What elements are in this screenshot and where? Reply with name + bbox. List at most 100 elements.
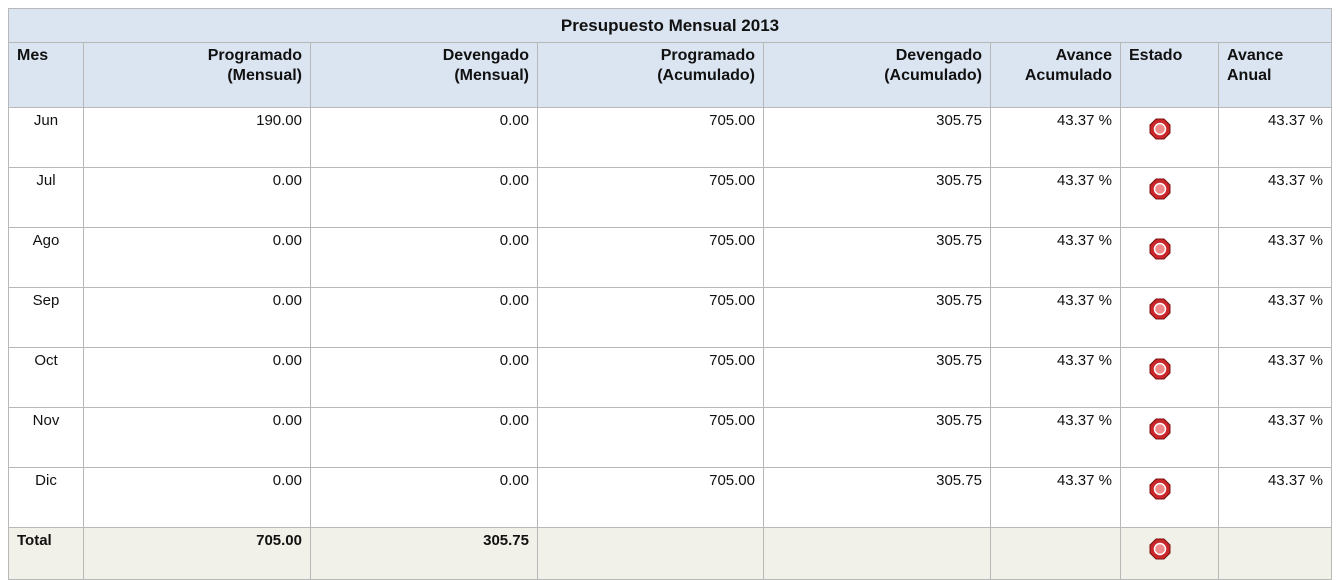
- total-cell: Total: [8, 527, 84, 580]
- page: Presupuesto Mensual 2013 Mes Programado (M…: [7, 8, 1333, 580]
- cell: 43.37 %: [1217, 347, 1333, 408]
- header-line: Programado: [660, 47, 755, 64]
- status-icon: [1149, 478, 1171, 500]
- cell: 0.00: [310, 167, 538, 228]
- cell: Ago: [8, 227, 84, 288]
- cell: 43.37 %: [1217, 467, 1333, 528]
- cell: 43.37 %: [1217, 167, 1333, 228]
- status-icon: [1149, 298, 1171, 320]
- column-header: Estado: [1120, 42, 1219, 108]
- column-header: Avance Acumulado: [990, 42, 1121, 108]
- status-icon: [1149, 418, 1171, 440]
- data-row: Ago 0.00 0.00 705.00 305.75 43.37 % 43.37 %: [8, 227, 1333, 288]
- cell: 43.37 %: [990, 407, 1121, 468]
- cell: Oct: [8, 347, 84, 408]
- data-row: Oct 0.00 0.00 705.00 305.75 43.37 % 43.37 %: [8, 347, 1333, 408]
- column-header: Programado (Acumulado): [537, 42, 764, 108]
- header-line: Mes: [17, 47, 49, 64]
- header-row: Mes Programado (Mensual) Devengado (Mensual)…: [8, 42, 1333, 108]
- table-body: Jun 190.00 0.00 705.00 305.75 43.37 % 43.37 % J…: [8, 107, 1333, 580]
- total-cell: [1217, 527, 1333, 580]
- cell: 305.75: [763, 167, 991, 228]
- status-cell: [1120, 227, 1219, 288]
- cell: 0.00: [310, 287, 538, 348]
- data-row: Nov 0.00 0.00 705.00 305.75 43.37 % 43.37 %: [8, 407, 1333, 468]
- cell: 43.37 %: [990, 107, 1121, 168]
- cell: 705.00: [537, 407, 764, 468]
- header-line: (Mensual): [227, 67, 302, 84]
- column-header: Mes: [8, 42, 84, 108]
- cell: 0.00: [83, 227, 311, 288]
- total-cell: [763, 527, 991, 580]
- cell: 0.00: [83, 347, 311, 408]
- cell: Jul: [8, 167, 84, 228]
- status-cell: [1120, 167, 1219, 228]
- cell: 0.00: [310, 407, 538, 468]
- cell: 305.75: [763, 347, 991, 408]
- header-line: Estado: [1129, 47, 1183, 64]
- cell: 43.37 %: [990, 167, 1121, 228]
- title-row: Presupuesto Mensual 2013: [7, 8, 1333, 43]
- total-cell: [537, 527, 764, 580]
- cell: 705.00: [537, 167, 764, 228]
- cell: 43.37 %: [1217, 107, 1333, 168]
- data-row: Sep 0.00 0.00 705.00 305.75 43.37 % 43.37 %: [8, 287, 1333, 348]
- table-title: Presupuesto Mensual 2013: [7, 8, 1333, 43]
- cell: 43.37 %: [990, 347, 1121, 408]
- cell: 0.00: [83, 167, 311, 228]
- cell: 0.00: [310, 227, 538, 288]
- cell: 43.37 %: [990, 227, 1121, 288]
- cell: 305.75: [763, 227, 991, 288]
- header-line: (Mensual): [454, 67, 529, 84]
- status-icon: [1149, 178, 1171, 200]
- header-line: Programado: [207, 47, 302, 64]
- total-cell: 305.75: [310, 527, 538, 580]
- cell: 705.00: [537, 107, 764, 168]
- cell: 0.00: [310, 107, 538, 168]
- cell: 43.37 %: [990, 467, 1121, 528]
- data-row: Dic 0.00 0.00 705.00 305.75 43.37 % 43.37 %: [8, 467, 1333, 528]
- cell: 43.37 %: [1217, 407, 1333, 468]
- cell: 190.00: [83, 107, 311, 168]
- cell: 705.00: [537, 227, 764, 288]
- status-cell: [1120, 107, 1219, 168]
- cell: 43.37 %: [1217, 287, 1333, 348]
- status-icon: [1149, 358, 1171, 380]
- cell: 0.00: [310, 347, 538, 408]
- cell: Nov: [8, 407, 84, 468]
- header-line: Anual: [1227, 67, 1272, 84]
- header-line: Acumulado: [1024, 67, 1112, 84]
- cell: 305.75: [763, 407, 991, 468]
- data-row: Jun 190.00 0.00 705.00 305.75 43.37 % 43.37 %: [8, 107, 1333, 168]
- column-header: Devengado (Mensual): [310, 42, 538, 108]
- cell: 705.00: [537, 287, 764, 348]
- total-row: Total 705.00 305.75: [8, 527, 1333, 580]
- header-line: Avance: [1227, 47, 1284, 64]
- total-cell: [990, 527, 1121, 580]
- data-row: Jul 0.00 0.00 705.00 305.75 43.37 % 43.37 %: [8, 167, 1333, 228]
- cell: 43.37 %: [990, 287, 1121, 348]
- column-header: Programado (Mensual): [83, 42, 311, 108]
- column-header: Devengado (Acumulado): [763, 42, 991, 108]
- cell: 43.37 %: [1217, 227, 1333, 288]
- status-cell: [1120, 407, 1219, 468]
- total-cell: 705.00: [83, 527, 311, 580]
- cell: 0.00: [83, 287, 311, 348]
- status-icon: [1149, 238, 1171, 260]
- cell: 0.00: [83, 407, 311, 468]
- header-line: (Acumulado): [884, 67, 982, 84]
- cell: 305.75: [763, 107, 991, 168]
- header-line: Avance: [1055, 47, 1112, 64]
- cell: Jun: [8, 107, 84, 168]
- header-line: (Acumulado): [657, 67, 755, 84]
- cell: Dic: [8, 467, 84, 528]
- cell: Sep: [8, 287, 84, 348]
- column-header: Avance Anual: [1217, 42, 1333, 108]
- header-line: Devengado: [442, 47, 529, 64]
- cell: 705.00: [537, 347, 764, 408]
- cell: 0.00: [83, 467, 311, 528]
- cell: 305.75: [763, 287, 991, 348]
- status-icon: [1149, 118, 1171, 140]
- cell: 705.00: [537, 467, 764, 528]
- status-cell: [1120, 527, 1219, 580]
